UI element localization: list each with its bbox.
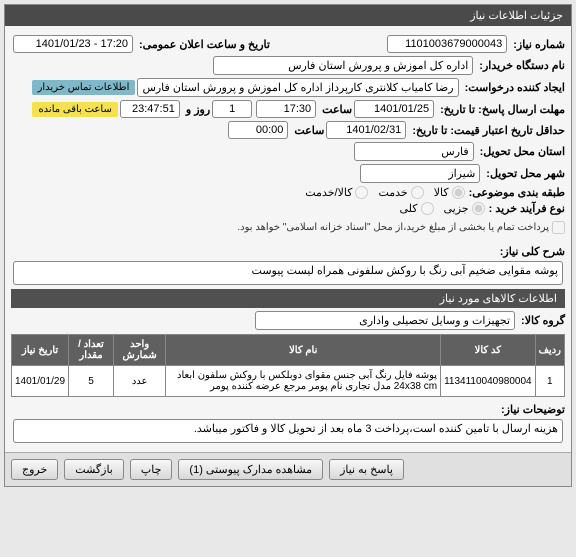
label-buyer-org: نام دستگاه خریدار:: [479, 59, 565, 72]
remaining-badge: ساعت باقی مانده: [32, 102, 117, 117]
th-idx: ردیف: [535, 335, 564, 366]
radio-service[interactable]: خدمت: [378, 186, 423, 199]
reply-button[interactable]: پاسخ به نیاز: [329, 459, 404, 480]
cell-code: 1134110040980004: [441, 366, 536, 397]
label-announce: تاریخ و ساعت اعلان عمومی:: [139, 38, 270, 51]
label-need-title: شرح کلی نیاز:: [500, 245, 565, 258]
field-reply-date: 1401/01/25: [354, 100, 434, 118]
th-date: تاریخ نیاز: [12, 335, 69, 366]
radio-goods[interactable]: کالا: [434, 186, 465, 199]
panel-body: شماره نیاز: 1101003679000043 تاریخ و ساع…: [5, 26, 571, 452]
field-days-left: 1: [212, 100, 252, 118]
attachments-button[interactable]: مشاهده مدارک پیوستی (1): [178, 459, 323, 480]
label-hour-1: ساعت: [322, 103, 352, 116]
label-hour-2: ساعت: [294, 124, 324, 137]
th-unit: واحد شمارش: [113, 335, 165, 366]
table-row: 1 1134110040980004 پوشه فایل رنگ آبی جنس…: [12, 366, 565, 397]
radio-full[interactable]: کلی: [399, 202, 433, 215]
cell-idx: 1: [535, 366, 564, 397]
cell-name: پوشه فایل رنگ آبی جنس مقوای دوبلکس با رو…: [166, 366, 441, 397]
print-button[interactable]: چاپ: [130, 459, 173, 480]
label-day-and: روز و: [186, 103, 210, 116]
category-radio-group: کالا خدمت کالا/خدمت: [305, 186, 464, 199]
label-req-number: شماره نیاز:: [513, 38, 565, 51]
field-requester: رضا کامیاب کلانتری کارپرداز اداره کل امو…: [137, 78, 458, 97]
back-button[interactable]: بازگشت: [64, 459, 124, 480]
label-deadline: مهلت ارسال پاسخ: تا تاریخ:: [440, 103, 565, 116]
label-province: استان محل تحویل:: [480, 145, 565, 158]
treasury-note: پرداخت تمام یا بخشی از مبلغ خرید،از محل …: [237, 222, 549, 233]
contact-info-badge[interactable]: اطلاعات تماس خریدار: [32, 80, 136, 95]
exit-button[interactable]: خروج: [11, 459, 58, 480]
field-req-number: 1101003679000043: [387, 35, 507, 53]
field-goods-group: تجهیزات و وسایل تحصیلی واداری: [255, 311, 515, 330]
th-name: نام کالا: [166, 335, 441, 366]
buytype-radio-group: جزیی کلی: [399, 202, 484, 215]
field-buyer-org: اداره کل اموزش و پرورش استان فارس: [213, 56, 473, 75]
cell-date: 1401/01/29: [12, 366, 69, 397]
label-requester: ایجاد کننده درخواست:: [465, 81, 565, 94]
field-announce: 17:20 - 1401/01/23: [13, 35, 133, 53]
field-reply-time: 17:30: [256, 100, 316, 118]
table-header-row: ردیف کد کالا نام کالا واحد شمارش تعداد /…: [12, 335, 565, 366]
th-qty: تعداد / مقدار: [69, 335, 114, 366]
label-goods-group: گروه کالا:: [521, 314, 565, 327]
field-hours-left: 23:47:51: [120, 100, 180, 118]
label-extra-notes: توضیحات نیاز:: [501, 403, 565, 416]
footer-buttons: خروج بازگشت چاپ مشاهده مدارک پیوستی (1) …: [5, 452, 571, 486]
field-need-title: پوشه مقوایی ضخیم آبی رنگ با روکش سلفونی …: [13, 261, 563, 285]
field-extra-notes: هزینه ارسال با تامین کننده است،پرداخت 3 …: [13, 419, 563, 443]
th-code: کد کالا: [441, 335, 536, 366]
label-price-validity: حداقل تاریخ اعتبار قیمت: تا تاریخ:: [412, 124, 565, 137]
label-city: شهر محل تحویل:: [486, 167, 565, 180]
label-category: طبقه بندی موضوعی:: [469, 186, 565, 199]
cell-qty: 5: [69, 366, 114, 397]
radio-partial[interactable]: جزیی: [444, 202, 485, 215]
label-buy-type: نوع فرآیند خرید :: [489, 202, 565, 215]
checkbox-treasury[interactable]: پرداخت تمام یا بخشی از مبلغ خرید،از محل …: [237, 218, 565, 237]
items-section-header: اطلاعات کالاهای مورد نیاز: [11, 289, 565, 308]
panel-title: جزئیات اطلاعات نیاز: [5, 5, 571, 26]
cell-unit: عدد: [113, 366, 165, 397]
field-price-date: 1401/02/31: [326, 121, 406, 139]
items-table: ردیف کد کالا نام کالا واحد شمارش تعداد /…: [11, 334, 565, 397]
field-city: شیراز: [360, 164, 480, 183]
field-province: فارس: [354, 142, 474, 161]
radio-goods-service[interactable]: کالا/خدمت: [305, 186, 368, 199]
need-details-panel: جزئیات اطلاعات نیاز شماره نیاز: 11010036…: [4, 4, 572, 487]
field-price-time: 00:00: [228, 121, 288, 139]
